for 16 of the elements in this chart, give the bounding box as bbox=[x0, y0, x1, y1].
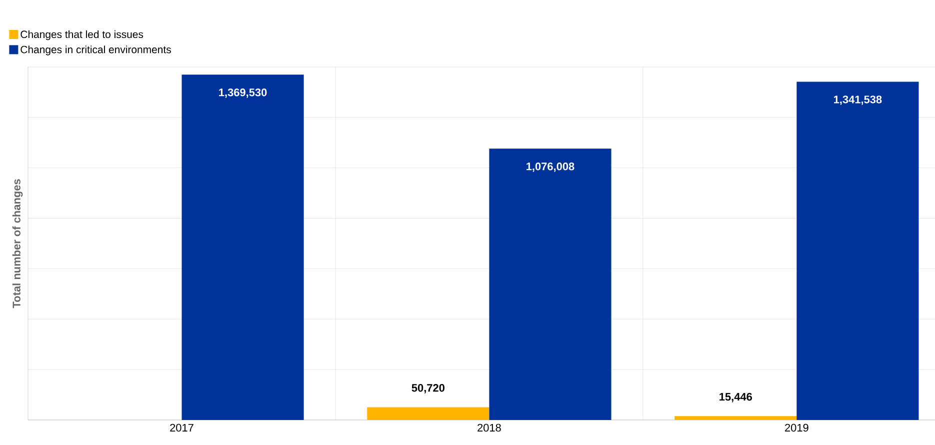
bar bbox=[489, 148, 612, 420]
legend-label: Changes that led to issues bbox=[20, 30, 144, 40]
data-label: 15,446 bbox=[720, 392, 752, 402]
bar bbox=[796, 82, 919, 420]
data-label: 1,341,538 bbox=[834, 96, 882, 105]
x-tick-label: 2019 bbox=[785, 424, 808, 432]
y-axis-title: Total number of changes bbox=[12, 179, 23, 308]
x-tick-label: 2018 bbox=[478, 424, 501, 432]
data-label: 1,076,008 bbox=[526, 162, 574, 172]
bar bbox=[182, 74, 304, 420]
data-label: 1,369,530 bbox=[219, 88, 267, 98]
legend-label: Changes in critical environments bbox=[20, 46, 171, 56]
bar bbox=[674, 416, 797, 420]
data-label: 50,720 bbox=[412, 384, 444, 394]
bar bbox=[367, 407, 490, 420]
x-tick-label: 2017 bbox=[170, 424, 194, 432]
